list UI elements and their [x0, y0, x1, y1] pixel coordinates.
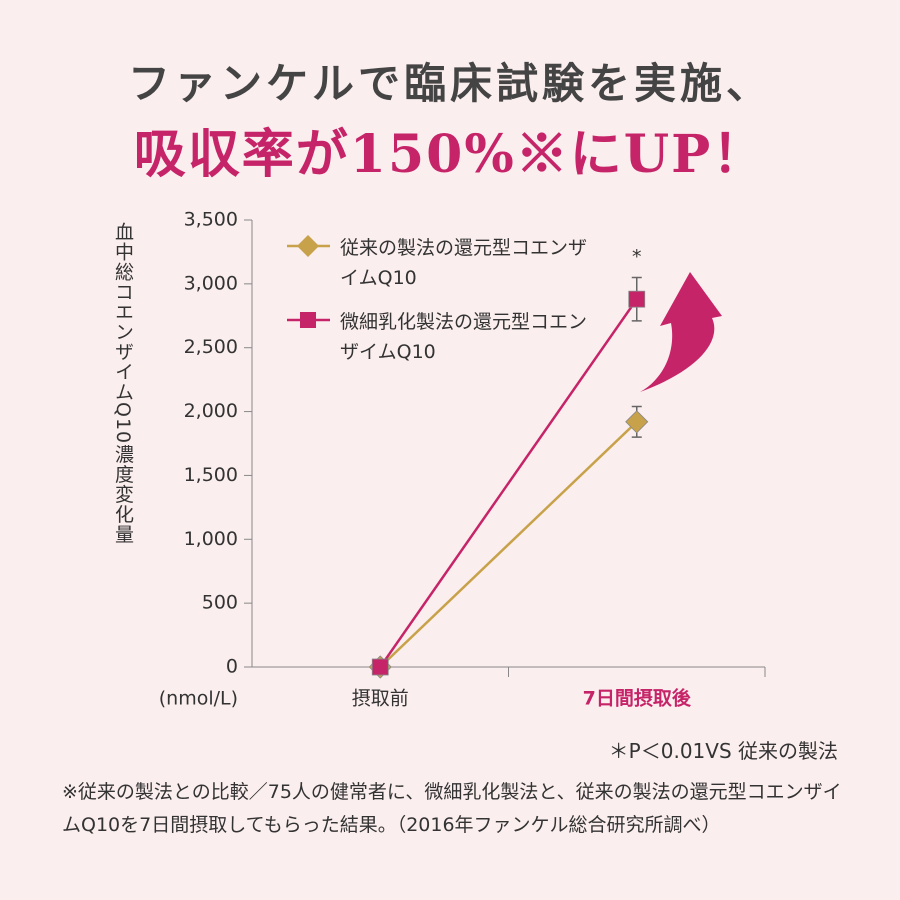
y-tick-label: 3,000 [184, 272, 238, 294]
series-line [379, 420, 638, 668]
x-tick-label: 摂取前 [352, 688, 409, 710]
y-tick-label: 0 [226, 656, 238, 678]
headline: 吸収率が150%※にUP！ [133, 124, 767, 185]
legend-label: 従来の製法の還元型コエンザイムQ10 [340, 237, 588, 289]
y-tick-label: 2,500 [184, 336, 238, 358]
data-point [628, 290, 646, 308]
annotation: * [632, 246, 642, 268]
y-tick-label: 1,500 [184, 464, 238, 486]
title: ファンケルで臨床試験を実施、 [127, 59, 772, 108]
data-point [625, 410, 649, 434]
significance-note: ＊P＜0.01VS 従来の製法 [608, 739, 838, 763]
legend-marker [300, 312, 316, 328]
data-point [371, 658, 389, 676]
footnote: ※従来の製法との比較／75人の健常者に、微細乳化製法と、従来の製法の還元型コエン… [62, 781, 842, 836]
up-arrow [640, 272, 722, 392]
y-axis-label: 血中総コエンザイムQ10濃度変化量 [112, 222, 134, 545]
series-line [379, 298, 638, 668]
legend-marker [297, 235, 319, 257]
y-tick-label: 1,000 [184, 528, 238, 550]
y-tick-label: 2,000 [184, 400, 238, 422]
x-tick-label: 7日間摂取後 [583, 687, 692, 710]
y-tick-label: 3,500 [184, 209, 238, 231]
unit-label: (nmol/L) [159, 688, 238, 710]
y-tick-label: 500 [202, 592, 238, 614]
legend-label: 微細乳化製法の還元型コエンザイムQ10 [340, 311, 588, 363]
